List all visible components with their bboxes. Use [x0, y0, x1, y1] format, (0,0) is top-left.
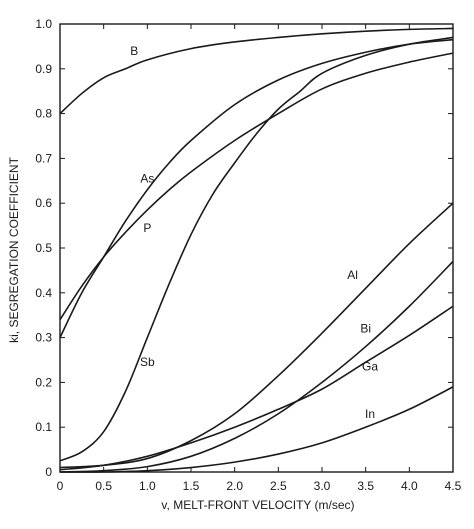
- x-axis-label: v, MELT-FRONT VELOCITY (m/sec): [161, 498, 354, 512]
- series-label-in: In: [365, 407, 375, 421]
- x-tick-label: 2.5: [270, 479, 287, 493]
- series-line-as: [59, 38, 454, 338]
- y-tick-label: 0.5: [35, 241, 52, 255]
- series-label-as: As: [140, 172, 154, 186]
- y-tick-label: 0.4: [35, 286, 52, 300]
- y-tick-label: 0: [45, 465, 52, 479]
- series-label-p: P: [143, 221, 151, 235]
- series-line-ga: [59, 305, 454, 471]
- x-tick-label: 4.5: [445, 479, 462, 493]
- series-label-al: Al: [347, 268, 358, 282]
- x-tick-label: 2.0: [226, 479, 243, 493]
- series-line-al: [59, 202, 454, 469]
- series-line-bi: [59, 260, 454, 473]
- series-line-sb: [59, 36, 454, 462]
- y-tick-label: 0.1: [35, 420, 52, 434]
- x-tick-label: 1.0: [139, 479, 156, 493]
- axis-ticks: [59, 23, 454, 473]
- series-label-bi: Bi: [360, 322, 371, 336]
- y-tick-label: 0.8: [35, 107, 52, 121]
- series-line-in: [59, 386, 454, 473]
- x-tick-label: 0.5: [95, 479, 112, 493]
- x-tick-label: 4.0: [401, 479, 418, 493]
- series-labels: B As P Sb Al Bi Ga In: [130, 44, 378, 421]
- x-tick-label: 3.5: [357, 479, 374, 493]
- y-tick-label: 0.6: [35, 196, 52, 210]
- y-tick-label: 0.9: [35, 62, 52, 76]
- series-line-p: [59, 52, 454, 321]
- x-tick-label: 0: [57, 479, 64, 493]
- y-tick-label: 1.0: [35, 17, 52, 31]
- series-line-b: [59, 27, 454, 115]
- y-axis-label: ki, SEGREGATION COEFFICIENT: [7, 156, 21, 342]
- series-curves: [59, 27, 454, 473]
- axis-tick-labels: 0 0.5 1.0 1.5 2.0 2.5 3.0 3.5 4.0 4.5 0 0.1 0.2 0.3 0.…: [35, 17, 461, 493]
- x-tick-label: 3.0: [314, 479, 331, 493]
- series-label-sb: Sb: [140, 355, 155, 369]
- y-tick-label: 0.7: [35, 151, 52, 165]
- y-tick-label: 0.3: [35, 331, 52, 345]
- x-tick-label: 1.5: [183, 479, 200, 493]
- y-tick-label: 0.2: [35, 375, 52, 389]
- series-label-b: B: [130, 44, 138, 58]
- series-label-ga: Ga: [362, 360, 378, 374]
